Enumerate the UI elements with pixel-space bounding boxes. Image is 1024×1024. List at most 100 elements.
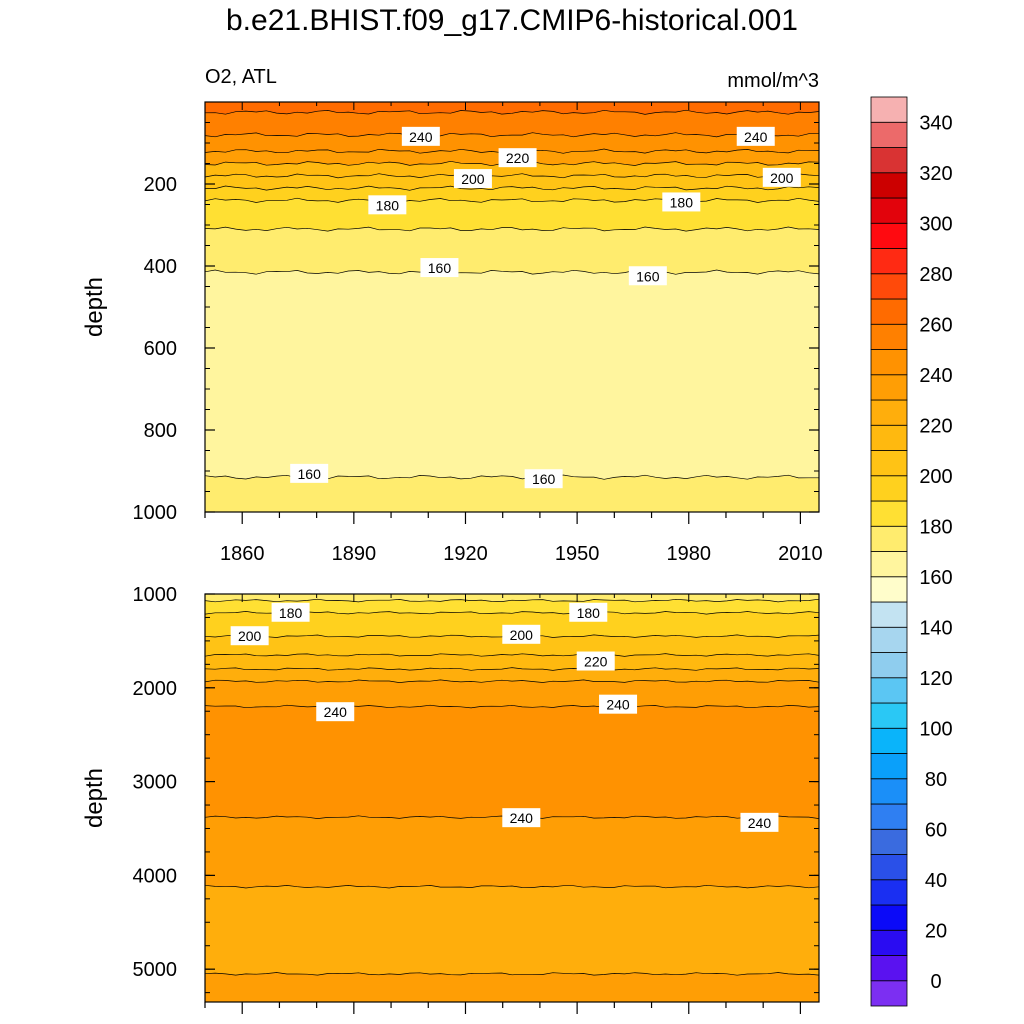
contour-line	[204, 653, 820, 657]
contour-band	[205, 110, 819, 137]
contour-label-box	[524, 469, 563, 489]
colorbar-box	[870, 601, 908, 628]
page-title: b.e21.BHIST.f09_g17.CMIP6-historical.001	[226, 4, 798, 37]
plot-frame	[204, 593, 820, 1003]
contour-label-box	[762, 167, 801, 187]
contour-label-box	[401, 126, 440, 146]
contour-label: 160	[298, 466, 322, 482]
y-tick-label: 800	[144, 420, 177, 442]
contour-label: 240	[748, 815, 772, 831]
contour-label: 240	[409, 129, 433, 145]
colorbar-box	[870, 525, 908, 552]
y-tick-label: 200	[144, 174, 177, 196]
contour-band	[205, 885, 819, 976]
contour-line	[204, 185, 820, 191]
contour-line	[204, 132, 820, 138]
contour-band	[205, 132, 819, 154]
contour-label-box	[502, 624, 541, 644]
colorbar: 0 20 40 60 80 100 120 140 160 180 200 220 240 260 280 3…	[870, 96, 953, 1007]
colorbar-tick-label: 60	[925, 819, 947, 841]
contour-label: 220	[506, 150, 530, 166]
colorbar-box	[870, 273, 908, 300]
contour-line	[204, 679, 820, 683]
contour-label: 200	[770, 170, 794, 186]
contour-line	[204, 269, 820, 275]
colorbar-box	[870, 374, 908, 401]
colorbar-box	[870, 500, 908, 527]
colorbar-box	[870, 854, 908, 881]
contour-label: 200	[461, 171, 485, 187]
colorbar-box	[870, 955, 908, 982]
colorbar-box	[870, 551, 908, 578]
contour-line	[204, 173, 820, 179]
colorbar-box	[870, 702, 908, 729]
colorbar-box	[870, 904, 908, 931]
colorbar-tick-label: 260	[919, 314, 952, 336]
contour-label-box	[736, 126, 775, 146]
colorbar-box	[870, 450, 908, 477]
contour-label: 200	[510, 627, 534, 643]
colorbar-box	[870, 753, 908, 780]
contour-band	[205, 611, 819, 638]
colorbar-box	[870, 778, 908, 805]
contour-label-box	[599, 694, 638, 714]
colorbar-tick-label: 160	[919, 567, 952, 589]
contour-band	[205, 634, 819, 657]
y-tick-label: 400	[144, 256, 177, 278]
contour-band	[205, 667, 819, 683]
contour-line	[204, 972, 820, 976]
contour-label: 200	[238, 628, 262, 644]
contour-label-box	[498, 148, 537, 168]
contour-label-box	[576, 651, 615, 671]
x-tick-label: 1950	[555, 543, 600, 565]
colorbar-tick-label: 140	[919, 617, 952, 639]
contour-band	[205, 270, 819, 480]
contour-label-box	[628, 266, 667, 286]
y-tick-label: 4000	[133, 865, 178, 887]
colorbar-box	[870, 424, 908, 451]
contour-line	[204, 884, 820, 889]
contour-band	[205, 173, 819, 191]
colorbar-box	[870, 677, 908, 704]
contour-label-box	[740, 812, 779, 832]
y-tick-label: 600	[144, 338, 177, 360]
contour-band	[205, 653, 819, 671]
colorbar-box	[870, 727, 908, 754]
colorbar-box	[870, 323, 908, 350]
contour-band	[205, 594, 819, 602]
contour-label-box	[290, 463, 329, 483]
panel-title-left: O2, ATL	[205, 66, 277, 88]
x-tick-label: 1920	[443, 543, 488, 565]
x-tick-label: 1890	[332, 543, 377, 565]
contour-label: 180	[279, 605, 303, 621]
contour-label: 160	[532, 471, 556, 487]
panel-units: mmol/m^3	[727, 70, 819, 92]
contour-band	[205, 815, 819, 888]
contour-label-box	[662, 192, 701, 212]
contour-band	[205, 972, 819, 1002]
y-tick-label: 1000	[133, 502, 178, 524]
colorbar-box	[870, 147, 908, 174]
contour-label: 240	[606, 697, 630, 713]
y-axis-label: depth	[81, 768, 108, 828]
contour-band	[205, 198, 819, 232]
x-tick-label: 1980	[667, 543, 712, 565]
colorbar-box	[870, 172, 908, 199]
contour-label: 160	[636, 268, 660, 284]
colorbar-tick-label: 340	[919, 112, 952, 134]
colorbar-box	[870, 652, 908, 679]
colorbar-box	[870, 475, 908, 502]
colorbar-box	[870, 96, 908, 123]
contour-line	[204, 197, 820, 203]
y-tick-label: 2000	[133, 678, 178, 700]
colorbar-box	[870, 197, 908, 224]
contour-label: 180	[376, 197, 400, 213]
contour-label-box	[569, 602, 608, 622]
upper-panel: 240 240 220 200 200 180 180 160 160 160 160 200 400 6…	[81, 66, 823, 565]
contour-label-box	[316, 702, 355, 722]
colorbar-box	[870, 222, 908, 249]
contour-label-box	[453, 169, 492, 189]
contour-band	[205, 705, 819, 819]
colorbar-tick-label: 180	[919, 516, 952, 538]
